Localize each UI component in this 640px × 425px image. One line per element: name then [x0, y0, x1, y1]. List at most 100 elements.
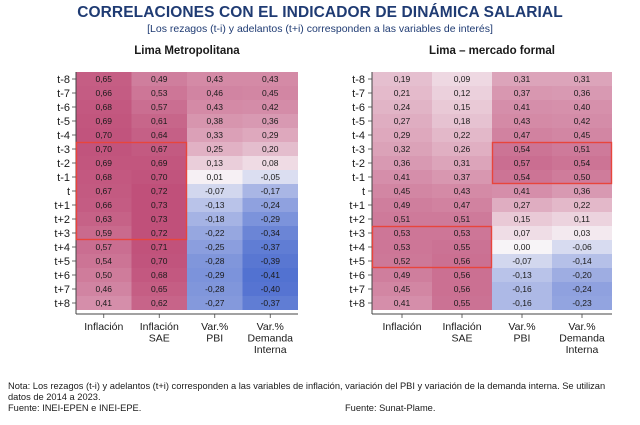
column-label-line: Interna	[254, 344, 287, 356]
cell-value: 0,47	[454, 200, 471, 210]
heatmap-cell	[187, 212, 243, 226]
cell-value: 0,45	[394, 186, 411, 196]
cell-value: 0,53	[394, 228, 411, 238]
cell-value: 0,73	[151, 200, 168, 210]
column-label: Var.% PBI	[508, 321, 535, 345]
cell-value: 0,55	[454, 298, 471, 308]
heatmap-cell	[76, 212, 132, 226]
heatmap-cell	[131, 226, 187, 240]
heatmap-cell	[187, 240, 243, 254]
heatmap-cell	[552, 170, 612, 184]
row-label: t-4	[352, 130, 365, 142]
heatmap-cell	[492, 128, 552, 142]
cell-value: -0,28	[205, 256, 225, 266]
row-label: t+2	[54, 214, 70, 226]
cell-value: 0,31	[454, 158, 471, 168]
heatmap-cell	[187, 170, 243, 184]
heatmap-cell	[76, 72, 132, 86]
cell-value: 0,41	[514, 102, 531, 112]
cell-value: 0,72	[151, 186, 168, 196]
heatmap-cell	[492, 100, 552, 114]
heatmap-cell	[242, 142, 298, 156]
heatmap-cell	[432, 184, 492, 198]
heatmap-cell	[76, 184, 132, 198]
cell-value: 0,37	[514, 88, 531, 98]
cell-value: 0,72	[151, 228, 168, 238]
heatmap-cell	[76, 128, 132, 142]
heatmap-cell	[372, 296, 432, 310]
heatmap-cell	[372, 212, 432, 226]
heatmap-cell	[242, 282, 298, 296]
cell-value: 0,42	[262, 102, 279, 112]
cell-value: 0,69	[95, 116, 112, 126]
heatmap-cell	[372, 254, 432, 268]
panel-title-lima-formal: Lima – mercado formal	[429, 45, 555, 57]
cell-value: 0,41	[95, 298, 112, 308]
cell-value: 0,50	[574, 172, 591, 182]
highlight-box	[491, 141, 613, 185]
cell-value: 0,15	[454, 102, 471, 112]
heatmap-cell	[432, 156, 492, 170]
row-label: t-6	[57, 102, 70, 114]
cell-value: 0,36	[574, 186, 591, 196]
cell-value: 0,57	[514, 158, 531, 168]
cell-value: 0,09	[454, 74, 471, 84]
cell-value: 0,49	[394, 270, 411, 280]
highlight-box	[371, 225, 493, 269]
row-label: t+8	[349, 298, 365, 310]
footnote-line-1: Nota: Los rezagos (t-i) y adelantos (t+i…	[8, 381, 606, 391]
heatmap-cell	[242, 296, 298, 310]
row-label: t+2	[349, 214, 365, 226]
column-label-line: SAE	[451, 333, 472, 345]
heatmap-cell	[552, 142, 612, 156]
row-label: t-2	[57, 158, 70, 170]
cell-value: -0,29	[261, 214, 281, 224]
cell-value: -0,28	[205, 284, 225, 294]
column-label: Inflación SAE	[442, 321, 481, 345]
heatmap-cell	[242, 184, 298, 198]
heatmap-cell	[76, 170, 132, 184]
cell-value: -0,13	[512, 270, 532, 280]
cell-value: 0,53	[454, 228, 471, 238]
row-label: t-3	[352, 144, 365, 156]
row-label: t+6	[349, 270, 365, 282]
heatmap-cell	[187, 100, 243, 114]
heatmap-cell	[187, 156, 243, 170]
heatmap-cell	[131, 156, 187, 170]
cell-value: 0,36	[394, 158, 411, 168]
cell-value: 0,22	[574, 200, 591, 210]
heatmap-cell	[242, 170, 298, 184]
heatmap-cell	[242, 254, 298, 268]
cell-value: 0,67	[95, 186, 112, 196]
heatmap-cell	[492, 184, 552, 198]
cell-value: 0,54	[514, 144, 531, 154]
heatmap-cell	[552, 156, 612, 170]
cell-value: 0,51	[454, 214, 471, 224]
cell-value: 0,41	[394, 172, 411, 182]
heatmap-cell	[372, 282, 432, 296]
cell-value: 0,66	[95, 200, 112, 210]
cell-value: 0,47	[514, 130, 531, 140]
page-subtitle: [Los rezagos (t-i) y adelantos (t+i) cor…	[147, 23, 493, 35]
cell-value: 0,53	[151, 88, 168, 98]
heatmap-cell	[552, 86, 612, 100]
cell-value: 0,65	[151, 284, 168, 294]
cell-value: -0,16	[512, 298, 532, 308]
heatmap-cell	[432, 198, 492, 212]
row-label: t+4	[349, 242, 365, 254]
cell-value: 0,27	[394, 116, 411, 126]
heatmap-cell	[432, 72, 492, 86]
cell-value: 0,50	[95, 270, 112, 280]
heatmap-cell	[187, 184, 243, 198]
cell-value: -0,13	[205, 200, 225, 210]
row-label: t+6	[54, 270, 70, 282]
cell-value: -0,18	[205, 214, 225, 224]
column-label-line: Demanda	[559, 333, 605, 345]
footnote-line-2: datos de 2014 a 2023.	[8, 392, 101, 402]
cell-value: 0,24	[394, 102, 411, 112]
cell-value: 0,54	[514, 172, 531, 182]
heatmap-cell	[432, 226, 492, 240]
heatmap-cell	[131, 296, 187, 310]
heatmap-cell	[242, 86, 298, 100]
heatmap-cell	[372, 240, 432, 254]
